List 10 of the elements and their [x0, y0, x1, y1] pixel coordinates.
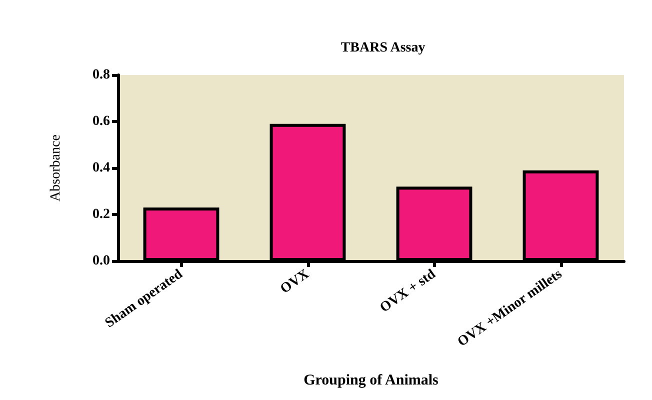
y-tick-label: 0.6 — [92, 114, 110, 129]
x-tick-label: OVX + std — [378, 266, 439, 316]
text: 0.0 — [92, 254, 110, 268]
x-tick-label: OVX — [278, 266, 312, 298]
y-axis-title: Absorbance — [48, 134, 64, 202]
y-tick-label: 0.4 — [92, 160, 110, 176]
y-tick-label: 0.2 — [92, 207, 110, 222]
chart-title: TBARS Assay — [340, 40, 426, 56]
x-axis-title: Grouping of Animals — [304, 372, 439, 388]
y-tick-label: 0.8 — [92, 68, 110, 82]
